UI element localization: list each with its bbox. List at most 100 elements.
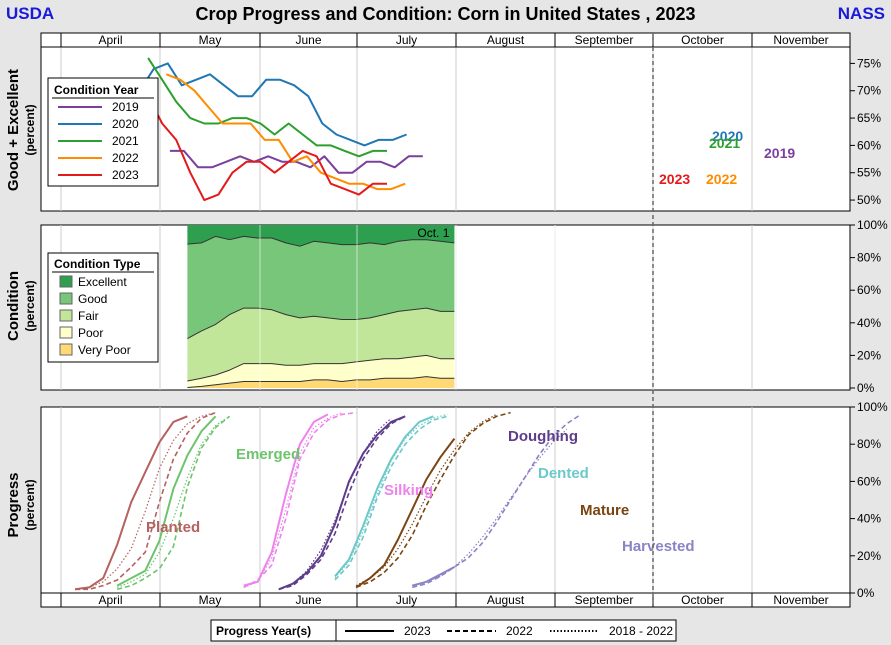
area-boundary xyxy=(187,354,455,382)
bottom-month-label: May xyxy=(199,593,222,607)
nass-label: NASS xyxy=(837,4,885,23)
y-tick-label: 40% xyxy=(857,512,881,526)
progress-line-doughing-2023 xyxy=(278,415,406,591)
y-tick-label: 65% xyxy=(857,111,881,125)
area-good xyxy=(187,236,455,339)
condition-legend-label-fair: Fair xyxy=(78,309,99,323)
area-poor xyxy=(187,355,455,388)
legend-title: Condition Year xyxy=(54,83,139,97)
area-excellent xyxy=(187,225,455,247)
y-tick-label: 60% xyxy=(857,474,881,488)
stage-label-harvested: Harvested xyxy=(622,538,695,555)
top-month-label: April xyxy=(98,33,122,47)
series-end-label-2020: 2020 xyxy=(712,128,743,144)
progress-legend-label-dashed: 2022 xyxy=(506,624,533,638)
legend-box xyxy=(47,77,159,187)
y-tick-label: 60% xyxy=(857,283,881,297)
stage-label-silking: Silking xyxy=(384,482,433,499)
progress-line-dented-2022 xyxy=(334,415,448,581)
condition-legend-swatch-fair xyxy=(59,309,73,322)
bottom-month-bar xyxy=(40,592,851,608)
y-tick-label: 55% xyxy=(857,166,881,180)
legend-label-2019: 2019 xyxy=(112,100,139,114)
top-month-label: November xyxy=(773,33,828,47)
line-series-2022 xyxy=(166,73,406,191)
top-month-label: September xyxy=(575,33,634,47)
chart-title: Crop Progress and Condition: Corn in Uni… xyxy=(195,4,696,24)
progress-line-emerged-2022 xyxy=(116,415,231,591)
y-tick-label: 70% xyxy=(857,84,881,98)
y-tick-label: 20% xyxy=(857,549,881,563)
progress-line-mature-avg xyxy=(355,413,497,587)
progress-legend-title: Progress Year(s) xyxy=(216,624,311,638)
oct1-annotation: Oct. 1 xyxy=(417,226,449,240)
top-month-bar xyxy=(40,32,851,48)
usda-label: USDA xyxy=(6,4,55,23)
stage-label-emerged: Emerged xyxy=(236,446,300,463)
condition-legend-swatch-excellent xyxy=(59,275,73,288)
legend-label-2022: 2022 xyxy=(112,151,139,165)
plot-panel-1 xyxy=(40,32,851,212)
area-boundary xyxy=(187,376,455,388)
area-very-poor xyxy=(187,376,455,388)
top-month-label: May xyxy=(199,33,222,47)
bottom-month-label: August xyxy=(487,593,525,607)
progress-line-harvested-2023 xyxy=(412,566,455,587)
legend-label-2023: 2023 xyxy=(112,168,139,182)
y-tick-label: 50% xyxy=(857,193,881,207)
stage-label-mature: Mature xyxy=(580,502,629,519)
y-tick-label: 75% xyxy=(857,56,881,70)
bottom-month-label: June xyxy=(295,593,321,607)
series-end-label-2021: 2021 xyxy=(709,135,740,151)
progress-legend-box xyxy=(210,619,677,642)
bottom-month-label: September xyxy=(575,593,634,607)
stage-label-dented: Dented xyxy=(538,465,589,482)
legend-label-2021: 2021 xyxy=(112,134,139,148)
area-boundary xyxy=(187,235,455,247)
condition-legend-title: Condition Type xyxy=(54,257,141,271)
line-series-2021 xyxy=(147,57,387,158)
progress-line-silking-2023 xyxy=(243,413,329,587)
y-tick-label: 80% xyxy=(857,437,881,451)
bottom-month-label: April xyxy=(98,593,122,607)
progress-line-planted-2023 xyxy=(74,415,188,591)
y-tick-label: 100% xyxy=(857,400,888,414)
progress-legend-label-dotted: 2018 - 2022 xyxy=(609,624,673,638)
top-month-label: August xyxy=(487,33,525,47)
bottom-month-label: November xyxy=(773,593,828,607)
condition-legend-swatch-poor xyxy=(59,326,73,339)
y-tick-label: 80% xyxy=(857,251,881,265)
condition-legend-label-poor: Poor xyxy=(78,326,103,340)
area-boundary xyxy=(187,307,455,340)
bottom-month-label: July xyxy=(396,593,417,607)
progress-legend-label-solid: 2023 xyxy=(404,624,431,638)
y-tick-label: 60% xyxy=(857,138,881,152)
legend-label-2020: 2020 xyxy=(112,117,139,131)
series-end-label-2019: 2019 xyxy=(764,145,795,161)
y-tick-label: 100% xyxy=(857,218,888,232)
progress-line-dented-2023 xyxy=(334,415,434,577)
line-series-2020 xyxy=(138,62,407,147)
top-month-label: June xyxy=(295,33,321,47)
progress-line-planted-2022 xyxy=(75,411,216,591)
y-axis-title: Condition xyxy=(5,271,22,341)
condition-legend-swatch-very-poor xyxy=(59,343,73,356)
y-tick-label: 0% xyxy=(857,586,875,600)
y-tick-label: 40% xyxy=(857,316,881,330)
y-tick-label: 0% xyxy=(857,381,875,395)
condition-legend-label-very-poor: Very Poor xyxy=(78,343,131,357)
y-axis-subtitle: (percent) xyxy=(23,104,37,155)
bottom-month-label: October xyxy=(681,593,724,607)
line-series-2023 xyxy=(147,95,387,202)
top-month-label: October xyxy=(681,33,724,47)
stage-label-doughing: Doughing xyxy=(508,428,578,445)
progress-line-harvested-avg xyxy=(412,428,568,587)
progress-line-planted-avg xyxy=(74,412,216,590)
stage-label-planted: Planted xyxy=(146,519,200,536)
top-month-label: July xyxy=(396,33,417,47)
series-end-label-2022: 2022 xyxy=(706,171,737,187)
progress-line-harvested-2022 xyxy=(412,413,582,589)
y-axis-title: Progress xyxy=(5,472,22,537)
